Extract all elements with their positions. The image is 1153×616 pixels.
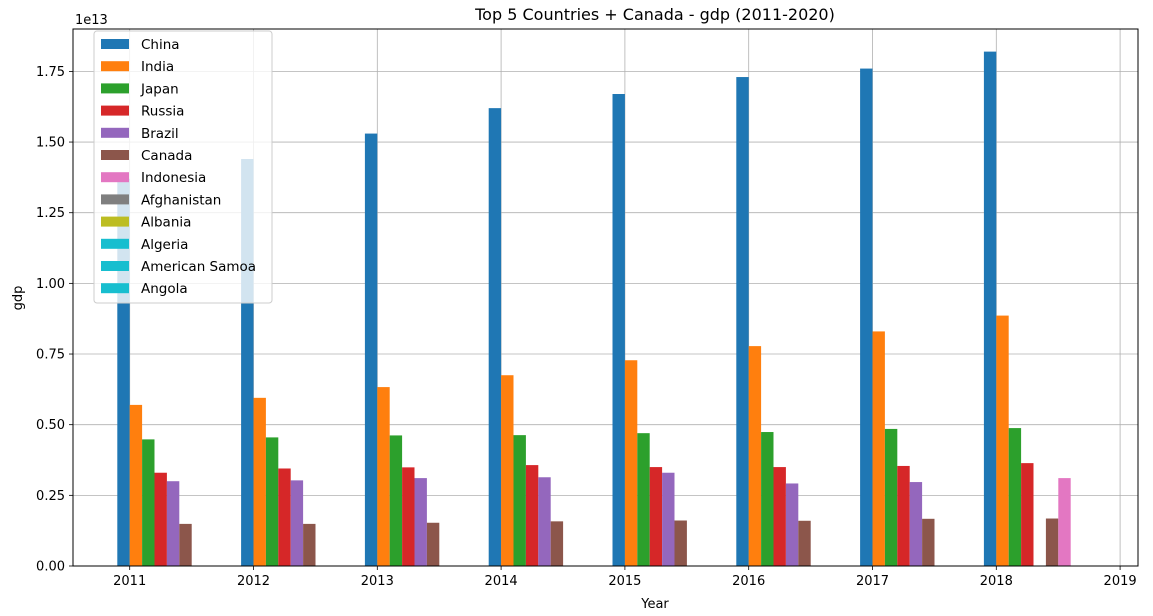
bar-canada-2014: [550, 521, 564, 566]
legend-swatch: [101, 261, 129, 271]
bar-india-2011: [129, 404, 143, 566]
x-tick-label: 2019: [1104, 574, 1137, 589]
bar-japan-2014: [513, 435, 526, 566]
bar-china-2017: [860, 68, 873, 566]
y-tick-label: 0.50: [36, 418, 65, 433]
legend: China India Japan Russia Brazil Canada Indones…: [93, 30, 273, 304]
bar-china-2016: [736, 77, 749, 567]
x-axis: 2011 2012 2013 2014 2015 2016 2017 2018 2019: [113, 566, 1137, 589]
bar-brazil-2016: [785, 483, 799, 566]
bar-india-2018: [996, 315, 1009, 566]
bar-russia-2017: [897, 465, 910, 566]
bar-japan-2012: [265, 437, 279, 566]
bar-brazil-2011: [166, 481, 180, 566]
bar-india-2015: [624, 360, 638, 566]
legend-swatch: [101, 150, 129, 160]
bar-indonesia-2018: [1058, 478, 1071, 566]
x-tick-label: 2011: [113, 574, 146, 589]
y-tick-label: 0.25: [36, 489, 65, 504]
y-axis-title: gdp: [11, 286, 26, 311]
bar-china-2018: [983, 51, 997, 566]
y-tick-label: 0.00: [36, 560, 65, 575]
y-tick-label: 0.75: [36, 348, 65, 363]
y-tick-label: 1.25: [36, 206, 65, 221]
bar-russia-2012: [278, 468, 291, 566]
legend-swatch: [101, 194, 129, 205]
bar-india-2016: [748, 346, 762, 566]
legend-swatch: [101, 283, 129, 294]
x-tick-label: 2018: [980, 574, 1013, 589]
x-tick-label: 2013: [361, 574, 394, 589]
bar-russia-2016: [773, 467, 786, 566]
legend-label: India: [141, 59, 174, 75]
plot-frame: [72, 28, 1139, 567]
bar-china-2015: [612, 94, 625, 567]
chart-title: Top 5 Countries + Canada - gdp (2011-202…: [474, 5, 835, 24]
legend-label: Japan: [140, 81, 179, 97]
y-axis-offset-label: 1e13: [75, 13, 108, 28]
bar-russia-2015: [649, 467, 663, 566]
bar-india-2012: [253, 397, 266, 566]
y-tick-label: 1.75: [36, 65, 65, 80]
bar-brazil-2012: [290, 480, 304, 566]
bar-china-2013: [364, 133, 378, 567]
bar-brazil-2013: [414, 478, 427, 566]
legend-swatch: [101, 83, 129, 94]
legend-swatch: [101, 39, 129, 49]
legend-label: American Samoa: [141, 259, 256, 275]
legend-swatch: [101, 61, 129, 72]
bar-canada-2018: [1045, 518, 1059, 566]
legend-label: Canada: [141, 148, 192, 164]
bar-russia-2014: [525, 465, 539, 566]
x-tick-label: 2015: [608, 574, 641, 589]
bar-india-2013: [377, 387, 390, 566]
legend-swatch: [101, 238, 129, 249]
legend-label: China: [141, 37, 180, 53]
bar-canada-2016: [798, 520, 811, 566]
legend-swatch: [101, 105, 129, 116]
bar-china-2014: [488, 108, 502, 566]
legend-box: [93, 30, 273, 304]
bar-japan-2017: [884, 428, 898, 566]
x-tick-label: 2014: [485, 574, 518, 589]
x-tick-label: 2012: [237, 574, 270, 589]
legend-swatch: [101, 172, 129, 183]
bar-canada-2013: [426, 522, 440, 566]
bar-japan-2015: [637, 433, 650, 566]
legend-label: Russia: [141, 104, 184, 120]
bar-japan-2013: [389, 435, 403, 566]
bar-russia-2011: [154, 472, 167, 566]
bar-brazil-2015: [662, 472, 675, 566]
bar-india-2017: [872, 331, 885, 566]
bar-brazil-2017: [909, 482, 923, 566]
legend-label: Indonesia: [141, 170, 206, 186]
bars: [117, 51, 1071, 567]
legend-label: Algeria: [141, 237, 188, 253]
bar-canada-2017: [922, 518, 935, 566]
legend-label: Afghanistan: [141, 192, 221, 208]
bar-japan-2011: [142, 439, 155, 566]
bar-brazil-2014: [538, 477, 551, 566]
bar-canada-2011: [179, 523, 192, 566]
bar-russia-2018: [1021, 463, 1034, 566]
bar-japan-2018: [1008, 428, 1022, 566]
bar-india-2014: [501, 375, 514, 566]
y-axis: 0.00 0.25 0.50 0.75 1.00 1.25 1.50 1.75: [36, 65, 73, 575]
x-axis-title: Year: [640, 597, 669, 612]
legend-label: Brazil: [141, 126, 179, 142]
bar-canada-2012: [303, 523, 316, 566]
legend-label: Albania: [141, 215, 191, 231]
legend-swatch: [101, 127, 129, 138]
y-tick-label: 1.00: [36, 277, 65, 292]
legend-swatch: [101, 216, 129, 227]
x-tick-label: 2016: [732, 574, 765, 589]
bar-japan-2016: [761, 432, 774, 566]
bar-canada-2015: [674, 520, 687, 566]
legend-label: Angola: [141, 281, 188, 297]
x-tick-label: 2017: [856, 574, 889, 589]
y-tick-label: 1.50: [36, 136, 65, 151]
bar-russia-2013: [402, 467, 415, 566]
